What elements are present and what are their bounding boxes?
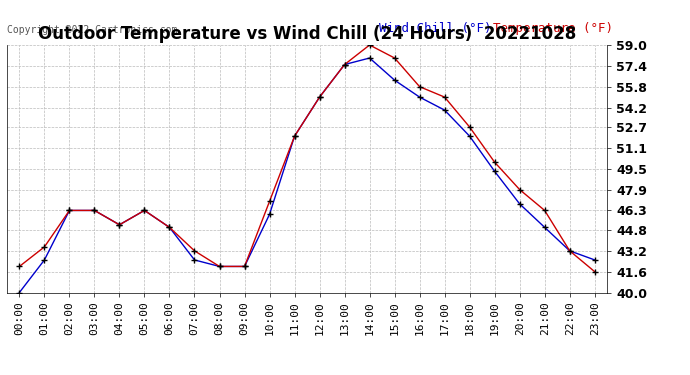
Text: Temperature (°F): Temperature (°F) xyxy=(493,22,613,35)
Text: Copyright 2022 Cartronics.com: Copyright 2022 Cartronics.com xyxy=(7,25,177,35)
Title: Outdoor Temperature vs Wind Chill (24 Hours)  20221028: Outdoor Temperature vs Wind Chill (24 Ho… xyxy=(38,26,576,44)
Text: Wind Chill (°F): Wind Chill (°F) xyxy=(379,22,506,35)
